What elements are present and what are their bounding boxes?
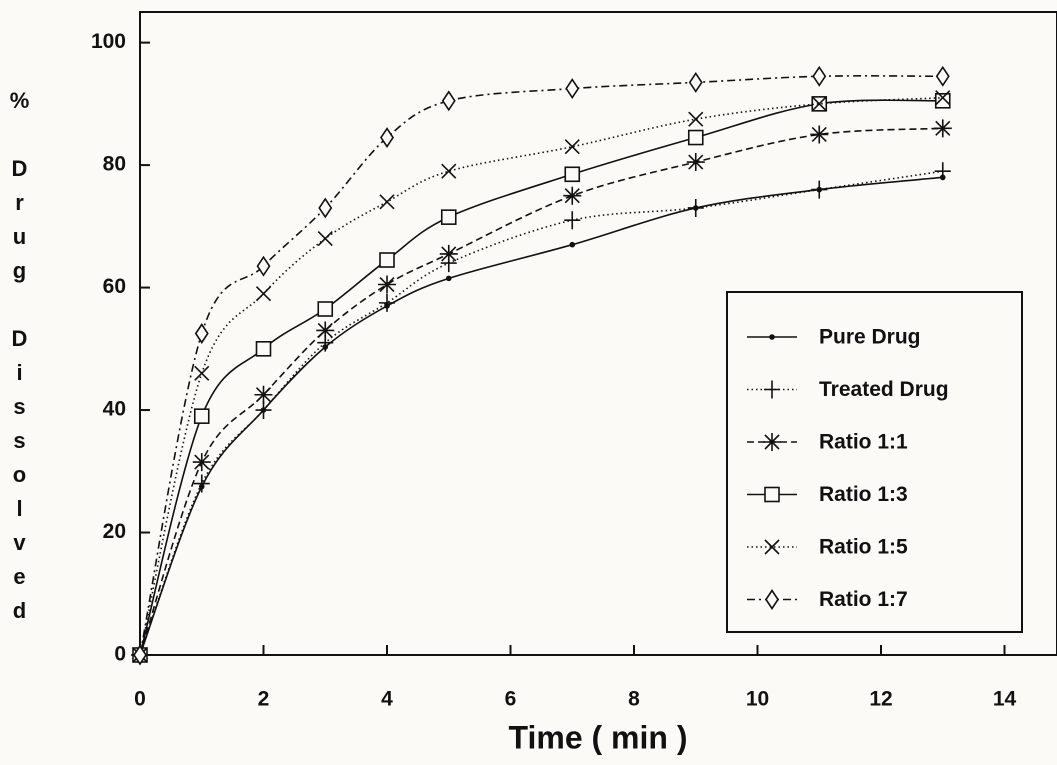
marker <box>255 341 272 357</box>
series-line <box>139 99 943 656</box>
marker <box>192 453 211 472</box>
marker <box>811 180 828 199</box>
y-tick-label: 80 <box>103 153 126 176</box>
legend-marker <box>769 334 775 340</box>
series-line <box>139 96 943 656</box>
marker <box>439 244 458 263</box>
legend-marker <box>764 486 780 503</box>
y-tick-label: 100 <box>91 30 126 53</box>
marker <box>564 211 581 230</box>
y-tick-label: 40 <box>103 398 126 421</box>
marker <box>810 125 829 144</box>
plot-frame <box>139 11 1057 656</box>
marker <box>933 119 952 138</box>
legend-box <box>726 291 1023 633</box>
marker <box>441 90 456 112</box>
legend-label: Ratio 1:7 <box>819 588 908 611</box>
legend-label: Ratio 1:5 <box>819 536 908 559</box>
marker <box>317 231 333 247</box>
legend-label: Treated Drug <box>819 378 949 401</box>
marker <box>441 163 457 179</box>
marker <box>254 385 273 404</box>
x-tick-label: 10 <box>746 688 769 711</box>
x-axis-title: Time ( min ) <box>509 719 688 755</box>
series-line <box>139 127 943 656</box>
marker <box>318 197 333 219</box>
marker <box>565 78 580 99</box>
marker <box>935 65 950 87</box>
x-tick-label: 14 <box>993 688 1017 711</box>
marker <box>379 194 395 210</box>
marker <box>194 365 210 381</box>
x-tick-label: 8 <box>628 688 640 711</box>
legend-marker <box>763 433 781 451</box>
marker <box>380 127 394 148</box>
marker <box>255 401 272 420</box>
y-tick-label: 20 <box>103 520 126 543</box>
y-axis-title: % Drug Dissolved <box>7 88 32 632</box>
marker <box>934 92 951 109</box>
marker <box>563 186 582 205</box>
legend-marker <box>764 539 780 555</box>
x-tick-label: 0 <box>134 688 146 711</box>
marker <box>686 153 705 172</box>
marker <box>688 111 704 127</box>
marker <box>317 301 334 317</box>
marker <box>133 644 147 666</box>
x-tick-label: 4 <box>381 688 393 711</box>
marker <box>687 198 704 217</box>
marker <box>687 129 704 146</box>
marker <box>564 139 580 155</box>
legend-marker <box>764 380 780 399</box>
marker <box>255 286 272 302</box>
marker <box>564 166 581 183</box>
marker <box>193 408 210 424</box>
legend-label: Ratio 1:1 <box>819 431 908 454</box>
x-tick-label: 6 <box>505 688 517 711</box>
marker <box>935 90 951 106</box>
series-line <box>139 176 943 656</box>
marker <box>379 252 395 268</box>
marker <box>811 96 827 112</box>
marker <box>194 323 209 344</box>
marker <box>256 255 271 277</box>
marker <box>934 162 951 181</box>
marker <box>316 321 335 340</box>
marker <box>688 71 703 93</box>
x-tick-label: 12 <box>869 688 892 711</box>
marker <box>812 65 827 87</box>
marker <box>379 293 396 312</box>
legend-label: Pure Drug <box>819 326 921 349</box>
legend-marker <box>765 589 779 610</box>
y-tick-label: 60 <box>103 275 126 298</box>
marker <box>378 275 397 294</box>
x-tick-label: 2 <box>258 688 270 711</box>
marker <box>445 275 452 282</box>
marker <box>193 474 210 493</box>
y-tick-label: 0 <box>114 643 126 666</box>
legend-label: Ratio 1:3 <box>819 483 908 506</box>
marker <box>569 241 576 248</box>
marker <box>440 209 457 225</box>
